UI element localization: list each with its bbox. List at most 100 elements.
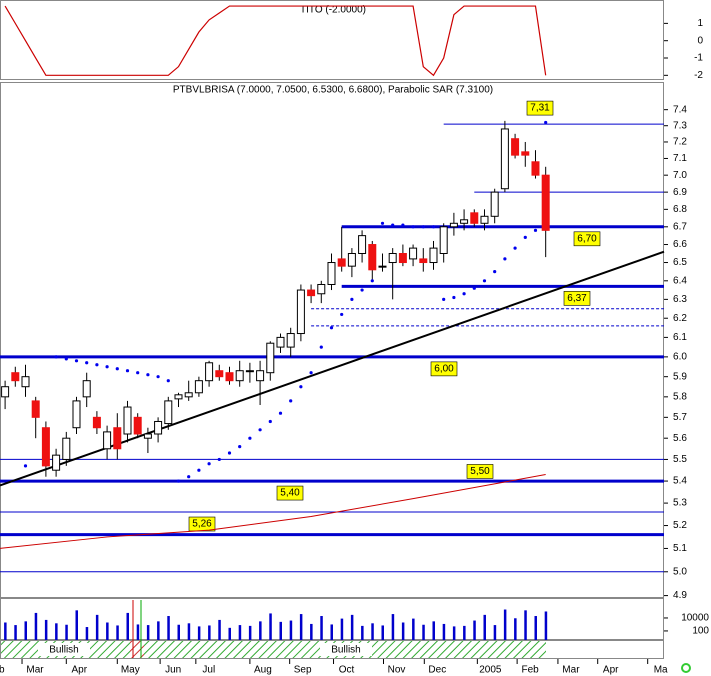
sar-dot [350, 297, 354, 301]
candle-body [439, 226, 448, 254]
level-label: 6,37 [567, 293, 587, 304]
volume-bar [177, 624, 180, 640]
y-tick-label: 5.3 [673, 498, 687, 509]
x-tick-label: Aug [254, 665, 272, 676]
candle-body [449, 222, 458, 228]
candle-body [256, 370, 265, 382]
x-tick-label: b [0, 665, 5, 676]
y-tick-label: 5.5 [673, 454, 687, 465]
y-tick-label: 100 [692, 626, 709, 637]
volume-bar [391, 614, 395, 640]
candle-body [31, 400, 40, 418]
y-tick-label: 5.8 [673, 391, 687, 402]
x-tick-label: Sep [294, 665, 312, 676]
volume-bar [473, 620, 476, 640]
volume-bar [381, 625, 384, 640]
candle-body [174, 394, 183, 400]
sar-dot [217, 457, 221, 462]
volume-bar [14, 625, 17, 640]
volume-bar [136, 624, 140, 640]
sar-dot [95, 363, 99, 367]
sar-dot [197, 468, 201, 472]
volume-bar [55, 623, 58, 640]
volume-bar [34, 612, 38, 640]
volume-bar [65, 624, 68, 640]
sar-dot [319, 345, 323, 349]
candle-body [113, 427, 122, 450]
tito-line [4, 5, 547, 77]
sar-dot [278, 411, 283, 415]
sar-dot [442, 297, 446, 301]
level-label-box [563, 291, 591, 306]
candle-body [541, 174, 550, 231]
x-tick-label: Jun [165, 665, 181, 676]
candle-body [480, 215, 489, 224]
sar-dot [329, 326, 334, 330]
volume-bar [218, 619, 221, 640]
status-icon [681, 663, 691, 673]
sar-dot [248, 436, 252, 440]
volume-bar [289, 620, 293, 640]
sar-dot [431, 225, 436, 229]
volume-bar [544, 611, 548, 640]
candle-body [511, 138, 520, 156]
candle-body [296, 289, 305, 335]
y-tick-label: 6.9 [673, 187, 687, 198]
candle-body [72, 400, 81, 429]
candle-body [317, 283, 326, 295]
level-label: 5,40 [280, 488, 300, 499]
candle-body [490, 191, 499, 217]
y-tick-label: 7.1 [673, 153, 687, 164]
y-tick-label: 5.7 [673, 412, 687, 423]
y-tick-label: 6.2 [673, 313, 687, 324]
candle-body [500, 128, 509, 190]
volume-bar [259, 621, 262, 640]
sar-dot [238, 445, 242, 449]
sar-dot [452, 295, 456, 300]
candle-body [409, 247, 418, 260]
y-tick-label: 6.7 [673, 221, 687, 232]
candle-body [531, 161, 540, 176]
y-tick-label: 1 [697, 18, 703, 29]
volume-bar [238, 625, 242, 640]
volume-bar [483, 614, 486, 640]
x-tick-label: Mar [562, 665, 580, 676]
x-tick-label: Oct [339, 665, 355, 676]
volume-bar [524, 610, 527, 640]
volume-bar [452, 626, 456, 640]
candle-body [388, 252, 397, 264]
volume-bar [116, 625, 119, 640]
y-tick-label: 5.6 [673, 433, 687, 444]
candle-body [276, 336, 285, 348]
level-label-box [466, 464, 494, 479]
signal-zone [130, 641, 144, 658]
volume-bar [350, 614, 354, 640]
sar-dot [401, 223, 405, 227]
level-label: 5,26 [192, 519, 212, 530]
sar-dot [54, 355, 58, 359]
signal-label-bg [320, 643, 372, 656]
candle-body [21, 376, 30, 388]
tito-title: TITO (-2.0000) [300, 5, 366, 16]
sar-dot [462, 292, 466, 296]
sar-dot [370, 279, 374, 283]
sar-dot [268, 419, 272, 424]
sar-dot [360, 288, 364, 292]
sar-dot [23, 464, 28, 468]
volume-bar [463, 625, 466, 640]
volume-bar [146, 625, 150, 640]
sar-dot [513, 246, 517, 250]
y-tick-label: 5.0 [673, 566, 687, 577]
candle-body [235, 370, 244, 382]
volume-bar [279, 621, 282, 640]
candle-body [266, 342, 275, 374]
candle-body [429, 247, 438, 264]
signal-label: Bullish [49, 645, 78, 656]
y-tick-label: 6.1 [673, 332, 687, 343]
candle-body [286, 333, 295, 348]
volume-bar [422, 624, 425, 640]
y-tick-label: 6.0 [673, 352, 687, 363]
candle-body [327, 262, 336, 285]
y-tick-label: 6.5 [673, 257, 687, 268]
